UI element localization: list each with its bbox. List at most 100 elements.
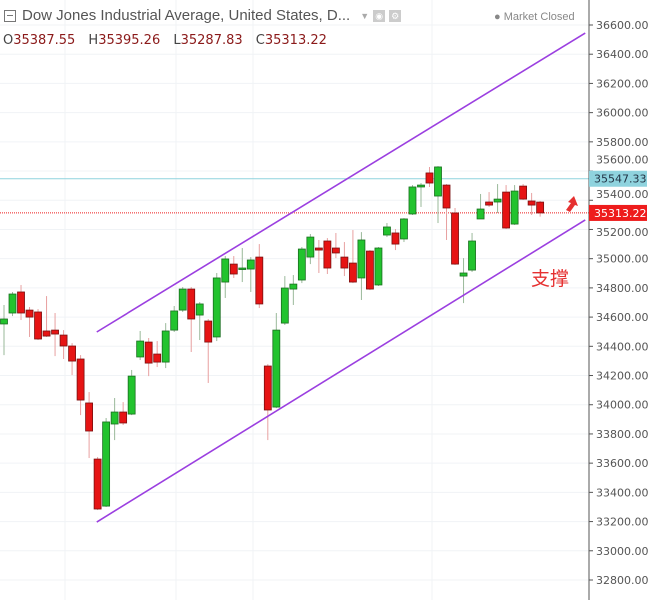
candle-body	[357, 239, 366, 279]
candle-body	[536, 201, 545, 214]
collapse-icon[interactable]	[4, 9, 16, 22]
price-label-badge	[589, 170, 647, 187]
candle-body	[459, 272, 468, 277]
candle-body	[519, 185, 528, 200]
candle-body	[485, 201, 493, 206]
candle-body	[297, 248, 306, 281]
axis-tick-label: 35400.00	[596, 188, 649, 201]
axis-tick-label: 34800.00	[596, 282, 649, 295]
candle-body	[340, 256, 349, 269]
axis-tick-label: 36000.00	[596, 107, 649, 120]
axis-tick-label: 36400.00	[596, 48, 649, 61]
candle-body	[280, 287, 289, 324]
ohlc-readout: O35387.55 H35395.26 L35287.83 C35313.22	[3, 33, 336, 48]
axis-tick-label: 33000.00	[596, 545, 649, 558]
price-label-badge	[589, 204, 647, 221]
candle-body	[442, 184, 451, 209]
candle-body	[263, 365, 272, 411]
candle-body	[314, 247, 323, 251]
candle-body	[42, 330, 51, 337]
low-value: 35287.83	[180, 33, 243, 48]
market-status: ● Market Closed	[494, 11, 575, 23]
axis-tick-label: 35800.00	[596, 136, 649, 149]
candle-body	[331, 247, 340, 254]
channel-trendline	[96, 32, 586, 333]
axis-tick-label: 34600.00	[596, 311, 649, 324]
candle-body	[119, 411, 128, 424]
candle-body	[0, 318, 8, 325]
axis-tick-label: 34000.00	[596, 399, 649, 412]
candle-body	[391, 232, 400, 245]
support-annotation: 支撑	[531, 268, 570, 290]
axis-tick-label: 35000.00	[596, 253, 649, 266]
axis-tick-label: 35600.00	[596, 154, 649, 167]
candle-body	[289, 283, 298, 290]
candle-body	[110, 411, 119, 425]
candle-body	[349, 262, 357, 283]
candle-body	[323, 240, 332, 269]
candle-body	[8, 293, 17, 314]
gear-icon[interactable]: ⚙	[389, 9, 402, 22]
candle-body	[187, 288, 196, 320]
open-value: 35387.55	[13, 33, 76, 48]
candle-body	[366, 250, 374, 290]
eye-icon[interactable]: ◉	[373, 9, 386, 22]
candle-body	[25, 309, 34, 318]
candle-body	[68, 345, 76, 362]
candle-body	[425, 172, 434, 184]
candle-body	[527, 200, 536, 206]
candle-body	[468, 240, 476, 271]
high-label: H	[88, 33, 99, 48]
candle-body	[195, 303, 204, 316]
axis-tick-label: 34400.00	[596, 340, 649, 353]
axis-tick-label: 35200.00	[596, 226, 649, 239]
axis-tick-label: 33800.00	[596, 428, 649, 441]
candle-body	[170, 310, 179, 331]
candle-body	[204, 320, 213, 343]
candle-body	[127, 375, 136, 415]
price-label: 35313.22	[594, 207, 647, 220]
low-label: L	[173, 33, 181, 48]
candle-body	[246, 259, 255, 270]
candle-body	[510, 190, 519, 225]
candle-body	[59, 334, 68, 347]
candle-body	[408, 186, 417, 215]
candle-body	[161, 330, 170, 363]
close-value: 35313.22	[264, 33, 327, 48]
axis-tick-label: 36600.00	[596, 19, 649, 32]
candle-body	[178, 288, 187, 311]
open-label: O	[3, 33, 14, 48]
candle-body	[238, 267, 247, 270]
candle-body	[374, 247, 383, 286]
candle-body	[85, 402, 93, 432]
candle-body	[502, 191, 510, 229]
axis-tick-label: 33600.00	[596, 457, 649, 470]
axis-tick-label: 33400.00	[596, 486, 649, 499]
candle-body	[136, 340, 145, 358]
candle-body	[51, 329, 59, 335]
candle-body	[102, 421, 111, 507]
axis-tick-label: 33200.00	[596, 516, 649, 529]
candle-body	[212, 277, 221, 338]
candle-body	[93, 458, 102, 510]
candle-body	[400, 218, 408, 240]
axis-tick-label: 32800.00	[596, 574, 649, 587]
candle-body	[451, 212, 459, 265]
candle-body	[229, 263, 238, 275]
price-axis	[589, 0, 652, 600]
axis-tick-label: 34200.00	[596, 370, 649, 383]
candle-body	[272, 329, 281, 408]
candle-body	[153, 353, 162, 363]
axis-tick-label: 36200.00	[596, 77, 649, 90]
up-arrow-icon	[566, 196, 578, 212]
candle-body	[417, 184, 425, 188]
chevron-down-icon[interactable]: ▼	[360, 10, 370, 21]
close-label: C	[255, 33, 265, 48]
candle-body	[76, 358, 85, 401]
candle-body	[476, 208, 485, 220]
candle-body	[255, 256, 264, 305]
chart-header: Dow Jones Industrial Average, United Sta…	[4, 7, 402, 24]
symbol-title[interactable]: Dow Jones Industrial Average, United Sta…	[22, 7, 351, 24]
candle-body	[306, 236, 315, 258]
